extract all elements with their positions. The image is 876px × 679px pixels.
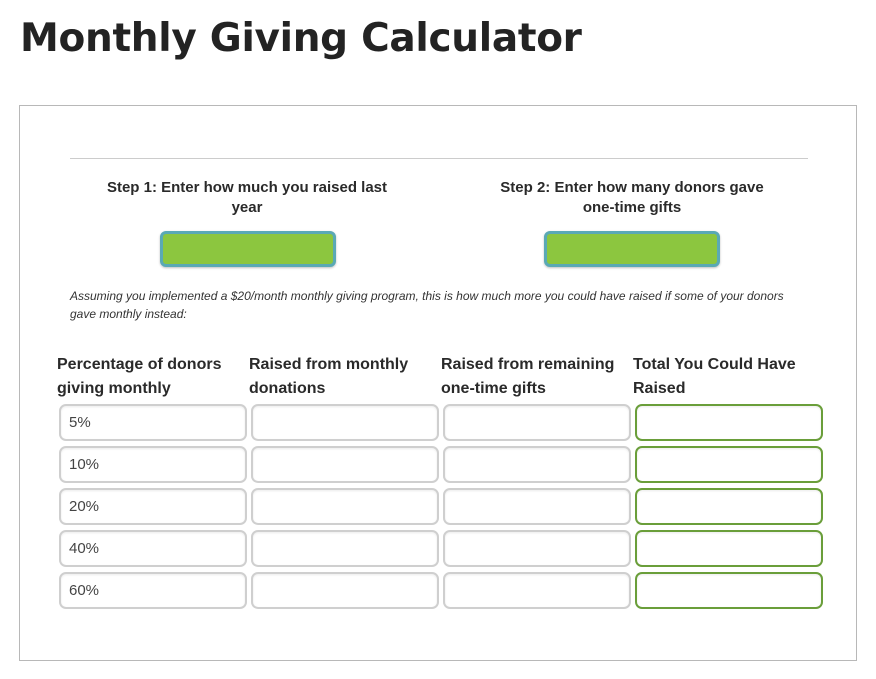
one-time-cell[interactable] bbox=[443, 488, 631, 525]
assumption-text: Assuming you implemented a $20/month mon… bbox=[70, 289, 784, 321]
page-title: Monthly Giving Calculator bbox=[20, 16, 582, 61]
total-cell[interactable] bbox=[635, 530, 823, 567]
monthly-cell[interactable] bbox=[251, 572, 439, 609]
percent-cell[interactable] bbox=[59, 488, 247, 525]
header-one-time-gifts: Raised from remaining one-time gifts bbox=[441, 356, 615, 397]
one-time-cell[interactable] bbox=[443, 530, 631, 567]
calculator-box: Step 1: Enter how much you raised last y… bbox=[19, 105, 857, 661]
step-1-label: Step 1: Enter how much you raised last y… bbox=[106, 179, 388, 216]
percent-cell[interactable] bbox=[59, 446, 247, 483]
total-cell[interactable] bbox=[635, 446, 823, 483]
one-time-donors-input[interactable] bbox=[544, 231, 720, 267]
step-2-label: Step 2: Enter how many donors gave one-t… bbox=[500, 179, 764, 216]
one-time-cell[interactable] bbox=[443, 404, 631, 441]
total-cell[interactable] bbox=[635, 404, 823, 441]
monthly-cell[interactable] bbox=[251, 488, 439, 525]
total-cell[interactable] bbox=[635, 488, 823, 525]
percent-cell[interactable] bbox=[59, 572, 247, 609]
one-time-cell[interactable] bbox=[443, 446, 631, 483]
total-cell[interactable] bbox=[635, 572, 823, 609]
one-time-cell[interactable] bbox=[443, 572, 631, 609]
monthly-cell[interactable] bbox=[251, 530, 439, 567]
header-monthly-donations: Raised from monthly donations bbox=[249, 356, 409, 397]
header-total: Total You Could Have Raised bbox=[633, 356, 796, 397]
monthly-cell[interactable] bbox=[251, 404, 439, 441]
percent-cell[interactable] bbox=[59, 530, 247, 567]
percent-cell[interactable] bbox=[59, 404, 247, 441]
divider bbox=[70, 158, 808, 159]
monthly-cell[interactable] bbox=[251, 446, 439, 483]
amount-raised-input[interactable] bbox=[160, 231, 336, 267]
header-percentage: Percentage of donors giving monthly bbox=[57, 356, 222, 397]
